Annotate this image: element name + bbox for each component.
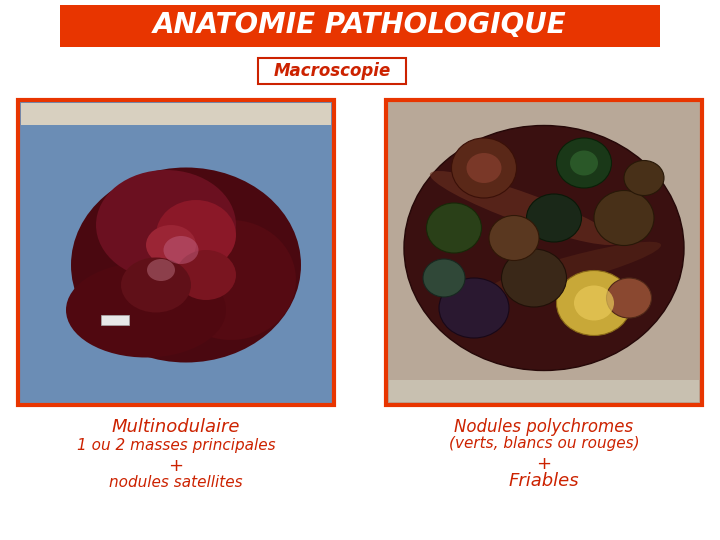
Ellipse shape xyxy=(166,220,296,340)
Ellipse shape xyxy=(147,259,175,281)
FancyBboxPatch shape xyxy=(60,5,660,47)
Ellipse shape xyxy=(66,262,226,357)
Ellipse shape xyxy=(526,194,582,242)
Ellipse shape xyxy=(121,258,191,313)
FancyBboxPatch shape xyxy=(21,103,331,402)
Text: Nodules polychromes: Nodules polychromes xyxy=(454,418,634,436)
FancyBboxPatch shape xyxy=(389,103,699,402)
Text: +: + xyxy=(536,455,552,473)
Ellipse shape xyxy=(489,215,539,260)
Text: nodules satellites: nodules satellites xyxy=(109,475,243,490)
Ellipse shape xyxy=(156,200,236,270)
Ellipse shape xyxy=(594,191,654,246)
FancyBboxPatch shape xyxy=(389,380,699,402)
Ellipse shape xyxy=(71,167,301,362)
Ellipse shape xyxy=(557,138,611,188)
FancyBboxPatch shape xyxy=(386,100,702,405)
Ellipse shape xyxy=(439,278,509,338)
Ellipse shape xyxy=(404,125,684,370)
Ellipse shape xyxy=(574,286,614,321)
Ellipse shape xyxy=(176,250,236,300)
FancyBboxPatch shape xyxy=(101,315,129,325)
Ellipse shape xyxy=(163,236,199,264)
Text: (verts, blancs ou rouges): (verts, blancs ou rouges) xyxy=(449,436,639,451)
Ellipse shape xyxy=(487,242,661,294)
Text: Multinodulaire: Multinodulaire xyxy=(112,418,240,436)
Ellipse shape xyxy=(96,170,236,280)
FancyBboxPatch shape xyxy=(18,100,334,405)
Ellipse shape xyxy=(423,259,465,297)
Text: ANATOMIE PATHOLOGIQUE: ANATOMIE PATHOLOGIQUE xyxy=(153,11,567,39)
Ellipse shape xyxy=(146,225,196,265)
Text: +: + xyxy=(168,457,184,475)
Ellipse shape xyxy=(570,151,598,176)
Ellipse shape xyxy=(606,278,652,318)
Text: Friables: Friables xyxy=(509,472,580,490)
Ellipse shape xyxy=(467,153,502,183)
FancyBboxPatch shape xyxy=(258,58,406,84)
Ellipse shape xyxy=(557,271,631,335)
FancyBboxPatch shape xyxy=(21,103,331,125)
Ellipse shape xyxy=(624,160,664,195)
Ellipse shape xyxy=(502,249,567,307)
Ellipse shape xyxy=(451,138,516,198)
Text: 1 ou 2 masses principales: 1 ou 2 masses principales xyxy=(77,438,275,453)
Ellipse shape xyxy=(430,171,618,245)
Text: Macroscopie: Macroscopie xyxy=(274,62,391,80)
Ellipse shape xyxy=(426,203,482,253)
